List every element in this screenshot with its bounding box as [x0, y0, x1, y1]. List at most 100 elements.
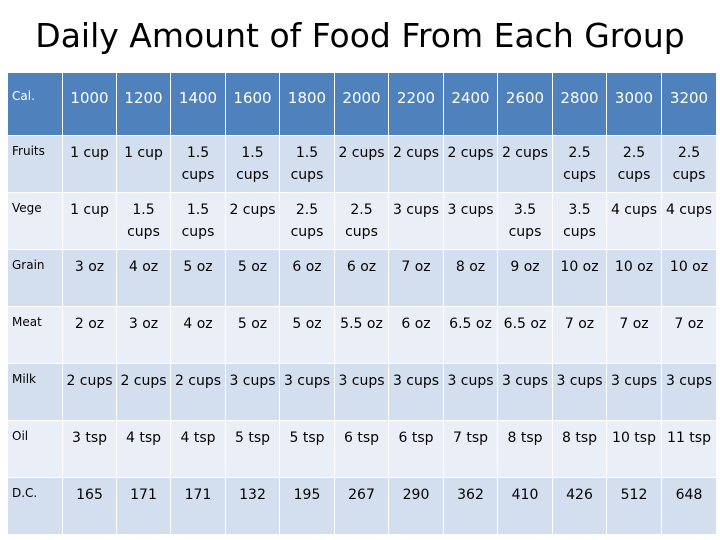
table-cell: 3 cups	[497, 363, 553, 421]
table-cell: 5 tsp	[225, 420, 280, 478]
table-cell: 2 cups	[443, 135, 498, 193]
table-cell: 3 cups	[443, 192, 498, 250]
table-cell: 3 cups	[388, 363, 444, 421]
header-row: Cal. 1000 1200 1400 1600 1800 2000 2200 2400 2600…	[7, 72, 717, 136]
table-cell: 7 oz	[606, 306, 662, 364]
page-title: Daily Amount of Food From Each Group	[35, 16, 685, 55]
table-cell: 1.5 cups	[116, 192, 171, 250]
table-row: Oil 3 tsp 4 tsp 4 tsp 5 tsp 5 tsp 6 tsp 6 tsp 7 …	[7, 420, 717, 478]
table-cell: 8 tsp	[497, 420, 553, 478]
row-label-cell: Grain	[7, 249, 63, 307]
table-cell: 362	[443, 477, 498, 535]
table-cell: 3.5 cups	[497, 192, 553, 250]
table-cell: 6 oz	[334, 249, 389, 307]
table-cell: 2.5 cups	[334, 192, 389, 250]
header-label-cell: Cal.	[7, 72, 63, 136]
table-cell: 9 oz	[497, 249, 553, 307]
table-cell: 10 oz	[606, 249, 662, 307]
table-cell: 4 tsp	[170, 420, 226, 478]
row-label-cell: Milk	[7, 363, 63, 421]
table-cell: 8 tsp	[552, 420, 607, 478]
table-row: D.C. 165 171 171 132 195 267 290 362 410 426 512 648	[7, 477, 717, 535]
table-cell: 4 cups	[661, 192, 717, 250]
table-row: Fruits 1 cup 1 cup 1.5 cups 1.5 cups 1.5 cups…	[7, 135, 717, 193]
table-cell: 3 oz	[62, 249, 117, 307]
table-cell: 10 oz	[552, 249, 607, 307]
table-cell: 3 cups	[334, 363, 389, 421]
table-cell: 5 oz	[225, 249, 280, 307]
table-cell: 2 cups	[62, 363, 117, 421]
table-cell: 171	[170, 477, 226, 535]
table-cell: 2 cups	[388, 135, 444, 193]
table-cell: 1 cup	[62, 135, 117, 193]
table-cell: 5 oz	[170, 249, 226, 307]
table-cell: 1 cup	[62, 192, 117, 250]
table-cell: 290	[388, 477, 444, 535]
table-cell: 1.5 cups	[170, 135, 226, 193]
calorie-header-cell: 1600	[225, 72, 280, 136]
table-cell: 2.5 cups	[552, 135, 607, 193]
row-label-cell: Oil	[7, 420, 63, 478]
row-label-cell: Vege	[7, 192, 63, 250]
table-cell: 2.5 cups	[606, 135, 662, 193]
row-label-cell: D.C.	[7, 477, 63, 535]
table-cell: 426	[552, 477, 607, 535]
table-cell: 2 cups	[170, 363, 226, 421]
table-cell: 195	[279, 477, 335, 535]
table-cell: 7 tsp	[443, 420, 498, 478]
table-cell: 2.5 cups	[279, 192, 335, 250]
table-cell: 3 cups	[552, 363, 607, 421]
table-cell: 1.5 cups	[279, 135, 335, 193]
calorie-header-cell: 1400	[170, 72, 226, 136]
table-cell: 6 oz	[279, 249, 335, 307]
table-cell: 11 tsp	[661, 420, 717, 478]
table-cell: 3 cups	[661, 363, 717, 421]
table-cell: 410	[497, 477, 553, 535]
table-cell: 2 oz	[62, 306, 117, 364]
table-cell: 7 oz	[661, 306, 717, 364]
food-group-table: Cal. 1000 1200 1400 1600 1800 2000 2200 2400 2600…	[7, 72, 717, 535]
table-cell: 2 cups	[225, 192, 280, 250]
table-cell: 2 cups	[497, 135, 553, 193]
calorie-header-cell: 1000	[62, 72, 117, 136]
table-cell: 3 cups	[606, 363, 662, 421]
table-cell: 6 tsp	[334, 420, 389, 478]
table-cell: 267	[334, 477, 389, 535]
table-row: Grain 3 oz 4 oz 5 oz 5 oz 6 oz 6 oz 7 oz 8 oz 9 o…	[7, 249, 717, 307]
table-row: Vege 1 cup 1.5 cups 1.5 cups 2 cups 2.5 cups 2…	[7, 192, 717, 250]
table-cell: 4 cups	[606, 192, 662, 250]
calorie-header-cell: 2000	[334, 72, 389, 136]
table-cell: 1 cup	[116, 135, 171, 193]
table-row: Meat 2 oz 3 oz 4 oz 5 oz 5 oz 5.5 oz 6 oz 6.5 oz…	[7, 306, 717, 364]
table-cell: 7 oz	[552, 306, 607, 364]
table-cell: 3 cups	[225, 363, 280, 421]
calorie-header-cell: 1800	[279, 72, 335, 136]
table-cell: 3 tsp	[62, 420, 117, 478]
table-cell: 132	[225, 477, 280, 535]
table-cell: 7 oz	[388, 249, 444, 307]
table-cell: 1.5 cups	[170, 192, 226, 250]
table-cell: 5 oz	[279, 306, 335, 364]
table-cell: 648	[661, 477, 717, 535]
table-row: Milk 2 cups 2 cups 2 cups 3 cups 3 cups 3 cups…	[7, 363, 717, 421]
table-cell: 5 tsp	[279, 420, 335, 478]
table-cell: 3 oz	[116, 306, 171, 364]
calorie-header-cell: 3000	[606, 72, 662, 136]
table-cell: 8 oz	[443, 249, 498, 307]
table-cell: 4 oz	[116, 249, 171, 307]
calorie-header-cell: 3200	[661, 72, 717, 136]
table-cell: 6.5 oz	[443, 306, 498, 364]
table-cell: 5.5 oz	[334, 306, 389, 364]
calorie-header-cell: 2400	[443, 72, 498, 136]
table-cell: 5 oz	[225, 306, 280, 364]
table-cell: 3 cups	[279, 363, 335, 421]
table-cell: 2 cups	[116, 363, 171, 421]
calorie-header-cell: 2800	[552, 72, 607, 136]
table-cell: 4 tsp	[116, 420, 171, 478]
table-cell: 6 oz	[388, 306, 444, 364]
table-cell: 165	[62, 477, 117, 535]
row-label-cell: Fruits	[7, 135, 63, 193]
table-cell: 2.5 cups	[661, 135, 717, 193]
table-cell: 512	[606, 477, 662, 535]
table-cell: 3 cups	[443, 363, 498, 421]
